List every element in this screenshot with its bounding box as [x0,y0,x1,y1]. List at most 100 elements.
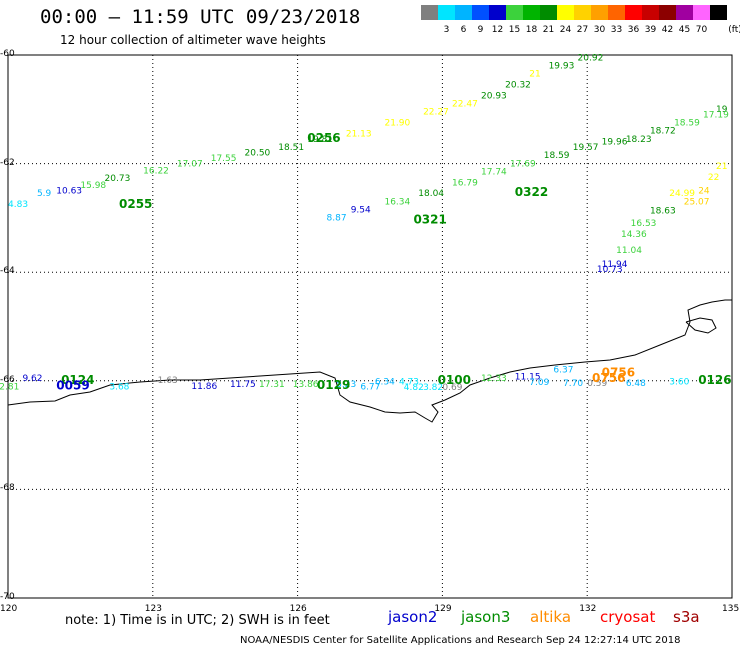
scale-label: 3 [443,25,450,35]
swh-observation: 15.98 [80,181,106,191]
swh-observation: 8.87 [327,214,347,224]
island-path [685,317,717,334]
scale-swatch [523,5,540,20]
scale-swatch [421,5,438,20]
pass-label: 0100 [438,373,471,387]
swh-observation: 6.77 [360,382,380,392]
scale-swatch [489,5,506,20]
scale-label: 18 [525,25,538,35]
swh-observation: 18.59 [544,151,570,161]
scale-swatch [676,5,693,20]
pass-label: 0256 [307,131,340,145]
swh-observation: 21 [716,162,727,172]
pass-label: 0321 [413,212,446,226]
swh-observation: 9.62 [22,374,42,384]
lat-tick-label: -60 [0,49,15,59]
swh-observation: 0.69 [442,383,462,393]
swh-observation: 19.96 [602,138,628,148]
legend-item-cryosat: cryosat [600,608,656,626]
swh-observation: 17.31 [259,380,285,390]
scale-label: 9 [477,25,484,35]
scale-swatch [693,5,710,20]
scale-swatch [557,5,574,20]
swh-observation: 11.94 [602,260,628,270]
observation-layer: 20.9219.932120.3220.9322.4722.2721.9021.… [0,53,729,393]
map-grid [7,54,733,599]
legend-item-s3a: s3a [673,608,700,626]
scale-label: 36 [627,25,640,35]
scale-label: 33 [610,25,623,35]
swh-observation: 10.63 [56,186,82,196]
swh-observation: 10.73 [597,265,623,275]
lat-tick-label: -68 [0,483,15,494]
swh-observation: 18.63 [650,207,676,217]
swh-observation: 18.72 [650,127,676,137]
scale-swatch [472,5,489,20]
swh-observation: 20.93 [481,91,507,101]
footer-note: note: 1) Time is in UTC; 2) SWH is in fe… [65,613,330,628]
swh-observation: 9.54 [351,205,371,215]
lon-tick-label: 132 [579,604,597,614]
lat-tick-label: -62 [0,157,15,168]
swh-observation: 6.34 [375,378,395,388]
scale-swatch [540,5,557,20]
swh-observation: 16.34 [384,197,410,207]
legend-item-altika: altika [530,608,572,626]
lon-tick-label: 126 [289,604,307,614]
swh-observation: 17.19 [703,110,729,120]
swh-observation: 16.22 [143,166,169,176]
page-subtitle: 12 hour collection of altimeter wave hei… [60,33,326,47]
swh-observation: 7.70 [563,379,583,389]
swh-observation: 11.75 [230,380,256,390]
lat-tick-label: -70 [0,592,15,602]
swh-observation: 22.27 [423,108,449,118]
swh-observation: 24.99 [669,189,695,199]
swh-observation: 12.81 [0,382,19,392]
coastline [7,299,732,423]
scale-label: 42 [661,25,674,35]
swh-observation: 12.33 [481,374,507,384]
scale-label: 24 [559,25,572,35]
swh-observation: 19.57 [573,143,599,153]
pass-label: 0126 [698,373,731,387]
swh-observation: 17.55 [211,154,237,164]
swh-observation: 17.69 [510,159,536,169]
swh-observation: 5.9 [37,189,52,199]
scale-label: 39 [644,25,657,35]
swh-observation: 17.07 [177,159,203,169]
swh-observation: 11.86 [191,382,217,392]
scale-label: 27 [576,25,589,35]
swh-observation: 16.79 [452,178,478,188]
lon-tick-label: 120 [0,604,18,614]
swh-observation: 14.36 [621,230,647,240]
swh-observation: 20.92 [578,53,604,63]
swh-observation: 6.37 [553,366,573,376]
pass-label: 0129 [317,378,350,392]
swh-observation: 18.51 [278,143,304,153]
scale-label: 21 [542,25,555,35]
swh-observation: 4.82 [404,383,424,393]
swh-observation: 0.59 [587,379,607,389]
swh-observation: 11.04 [616,246,642,256]
scale-swatch [506,5,523,20]
swh-observation: 5.23 [336,380,356,390]
scale-swatch [438,5,455,20]
scale-label: 6 [460,25,467,35]
scale-swatch [625,5,642,20]
pass-label: 0756 [602,365,635,379]
scale-label: 70 [695,25,708,35]
page-title: 00:00 – 11:59 UTC 09/23/2018 [40,6,361,28]
swh-observation: 17.74 [481,167,507,177]
swh-observation: 18.23 [626,135,652,145]
scale-label: 45 [678,25,691,35]
swh-observation: 20.73 [105,174,131,184]
scale-swatch [591,5,608,20]
pass-label: 0059 [56,378,89,392]
swh-observation: 18.04 [418,189,444,199]
scale-label: 15 [508,25,521,35]
swh-observation: 3.60 [669,378,689,388]
swh-observation: 24 [698,186,710,196]
swh-observation: 16.53 [631,219,657,229]
